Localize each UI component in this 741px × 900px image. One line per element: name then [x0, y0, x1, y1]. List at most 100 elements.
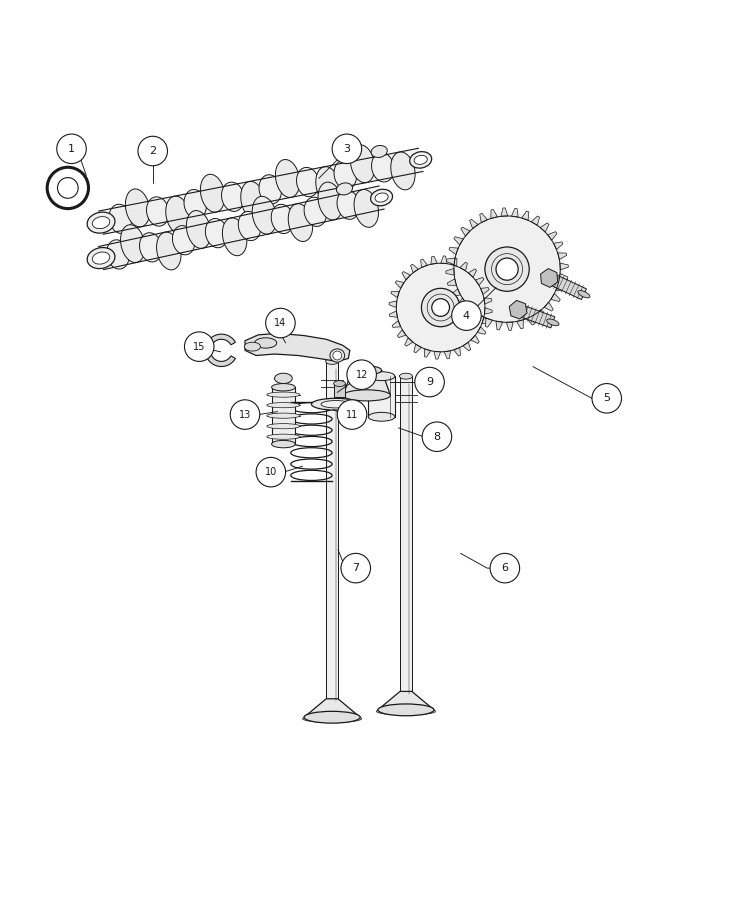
Ellipse shape — [184, 190, 207, 219]
Ellipse shape — [371, 146, 388, 158]
Polygon shape — [446, 258, 455, 265]
Polygon shape — [395, 281, 404, 288]
Polygon shape — [556, 284, 565, 291]
Ellipse shape — [336, 183, 353, 195]
Polygon shape — [461, 227, 470, 236]
Circle shape — [185, 332, 214, 362]
Ellipse shape — [337, 190, 359, 220]
Polygon shape — [400, 376, 412, 695]
Text: 11: 11 — [346, 410, 358, 419]
Ellipse shape — [391, 152, 415, 190]
Polygon shape — [477, 327, 486, 334]
Polygon shape — [454, 237, 463, 245]
Polygon shape — [558, 253, 567, 259]
Ellipse shape — [352, 365, 382, 374]
Ellipse shape — [311, 399, 360, 410]
Text: 5: 5 — [603, 393, 611, 403]
Ellipse shape — [375, 193, 388, 202]
Ellipse shape — [378, 704, 434, 716]
Polygon shape — [392, 320, 401, 328]
Polygon shape — [527, 316, 534, 325]
Polygon shape — [471, 335, 479, 344]
Polygon shape — [485, 308, 492, 314]
Ellipse shape — [109, 204, 131, 233]
Ellipse shape — [107, 239, 129, 269]
Circle shape — [57, 134, 86, 164]
Ellipse shape — [325, 358, 339, 365]
Ellipse shape — [272, 383, 295, 391]
Ellipse shape — [267, 392, 300, 397]
Circle shape — [337, 400, 367, 429]
Ellipse shape — [139, 233, 162, 262]
Polygon shape — [453, 347, 461, 356]
Ellipse shape — [354, 189, 379, 228]
Text: 12: 12 — [356, 370, 368, 380]
Polygon shape — [378, 691, 434, 710]
Polygon shape — [522, 211, 529, 220]
Ellipse shape — [205, 219, 228, 248]
Polygon shape — [457, 298, 467, 307]
Ellipse shape — [259, 175, 282, 204]
Polygon shape — [421, 259, 428, 267]
Ellipse shape — [93, 217, 110, 229]
Polygon shape — [245, 333, 350, 362]
Polygon shape — [431, 256, 437, 265]
Circle shape — [347, 360, 376, 390]
Ellipse shape — [147, 197, 169, 226]
Polygon shape — [397, 329, 406, 338]
Ellipse shape — [200, 175, 225, 212]
Polygon shape — [405, 338, 413, 346]
Polygon shape — [413, 344, 422, 353]
Polygon shape — [536, 310, 545, 319]
Polygon shape — [441, 256, 447, 264]
Polygon shape — [411, 265, 419, 273]
Ellipse shape — [368, 412, 395, 421]
Circle shape — [341, 554, 370, 583]
Polygon shape — [99, 186, 384, 270]
Ellipse shape — [187, 211, 211, 248]
Circle shape — [490, 554, 519, 583]
Polygon shape — [551, 293, 560, 302]
Polygon shape — [326, 362, 338, 703]
Ellipse shape — [350, 145, 375, 183]
Ellipse shape — [368, 372, 395, 381]
Polygon shape — [449, 248, 458, 255]
Ellipse shape — [274, 374, 292, 383]
Circle shape — [230, 400, 260, 429]
Circle shape — [422, 422, 452, 452]
Circle shape — [422, 288, 460, 327]
Polygon shape — [425, 349, 431, 357]
Ellipse shape — [304, 711, 360, 723]
Polygon shape — [468, 269, 476, 277]
Polygon shape — [448, 279, 456, 285]
Polygon shape — [389, 310, 397, 318]
Ellipse shape — [156, 232, 181, 270]
Polygon shape — [485, 318, 493, 328]
Polygon shape — [540, 223, 549, 232]
Text: 10: 10 — [265, 467, 277, 477]
Circle shape — [47, 167, 88, 209]
Polygon shape — [451, 257, 457, 266]
Polygon shape — [463, 342, 471, 351]
Circle shape — [450, 212, 565, 327]
Ellipse shape — [267, 402, 300, 408]
Text: 8: 8 — [433, 432, 440, 442]
Ellipse shape — [370, 189, 393, 206]
Polygon shape — [481, 288, 489, 294]
Text: 6: 6 — [502, 563, 508, 573]
Ellipse shape — [296, 167, 319, 197]
Circle shape — [592, 383, 622, 413]
Polygon shape — [451, 289, 461, 296]
Ellipse shape — [125, 189, 150, 227]
Polygon shape — [368, 376, 395, 417]
Polygon shape — [343, 370, 391, 395]
Ellipse shape — [334, 160, 356, 189]
Text: 1: 1 — [68, 144, 75, 154]
Circle shape — [332, 134, 362, 164]
Polygon shape — [434, 351, 441, 359]
Polygon shape — [304, 698, 360, 717]
Ellipse shape — [267, 424, 300, 428]
Polygon shape — [475, 313, 482, 322]
Polygon shape — [509, 301, 527, 319]
Polygon shape — [446, 268, 454, 275]
